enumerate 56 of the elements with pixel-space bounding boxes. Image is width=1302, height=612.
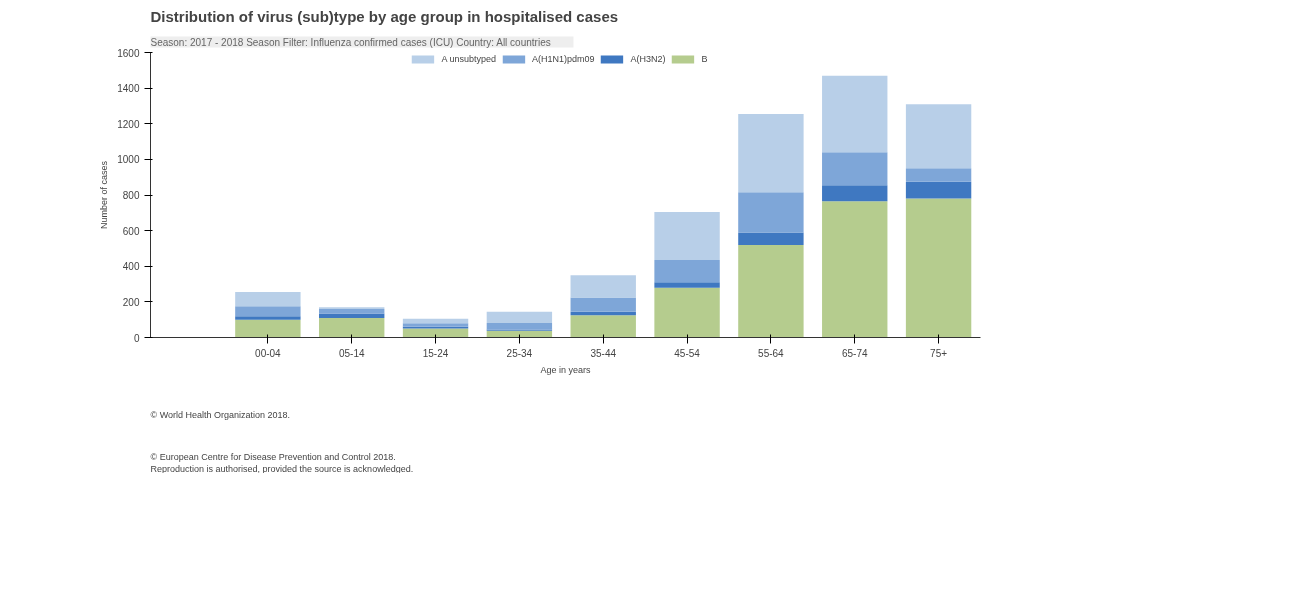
bar	[738, 244, 804, 338]
bar	[235, 292, 301, 307]
bar	[570, 275, 636, 298]
x-tick-label: 65-74	[841, 347, 868, 359]
bar	[235, 306, 301, 317]
y-tick-label: 1200	[117, 118, 140, 130]
bar	[654, 282, 720, 288]
y-tick-label: 200	[122, 296, 140, 308]
x-axis-title: Age in years	[540, 364, 592, 375]
legend-label: A unsubtyped	[441, 54, 496, 64]
y-tick-label: 800	[122, 190, 140, 201]
bar	[235, 319, 301, 338]
bar	[822, 185, 888, 202]
chart-title: Distribution of virus (sub)type by age group in hospitalised cases	[150, 7, 619, 25]
text: © European Centre for Disease Prevention and Control 2018.	[150, 451, 396, 462]
y-tick-label: 600	[122, 225, 140, 237]
bar	[905, 181, 972, 199]
bar	[235, 316, 301, 320]
bar	[654, 211, 720, 261]
x-tick-label: 55-64	[758, 347, 785, 359]
x-tick-label: 05-14	[338, 347, 365, 359]
bar	[822, 201, 888, 338]
bar	[905, 104, 972, 169]
x-tick-label: 25-34	[506, 347, 533, 359]
text: Reproduction is authorised, provided the source is acknowledged.	[150, 463, 414, 474]
bar	[822, 152, 888, 186]
bar	[654, 260, 720, 283]
bar	[738, 232, 804, 245]
y-tick-label: 1600	[117, 47, 140, 59]
x-tick-label: 45-54	[674, 347, 701, 359]
chart-subtitle: Season: 2017 - 2018 Season Filter: Influenza confirmed cases (ICU) Country: All countries	[150, 36, 551, 48]
y-tick-label: 0	[133, 332, 140, 344]
x-tick-label: 35-44	[590, 347, 617, 359]
bar	[822, 75, 888, 153]
x-tick-label: 15-24	[422, 347, 449, 359]
y-axis-title: Number of cases	[99, 160, 110, 230]
bar	[570, 315, 636, 338]
y-tick-label: 1000	[117, 154, 140, 166]
text: © World Health Organization 2018.	[150, 409, 291, 420]
bar	[319, 313, 385, 318]
x-tick-label: 75+	[930, 347, 948, 359]
bar	[654, 287, 720, 338]
bar	[319, 317, 385, 338]
bar	[486, 311, 553, 323]
bar	[486, 322, 553, 330]
y-tick-label: 400	[122, 261, 140, 273]
legend-label: A(H1N1)pdm09	[532, 54, 595, 64]
bar	[905, 168, 972, 182]
bar	[738, 113, 804, 193]
legend-label: B	[701, 54, 709, 64]
bar	[570, 297, 636, 312]
y-tick-label: 1400	[117, 83, 140, 95]
legend-label: A(H3N2)	[630, 54, 666, 64]
x-tick-label: 00-04	[255, 347, 282, 359]
bar	[738, 192, 804, 233]
bar	[905, 198, 972, 338]
